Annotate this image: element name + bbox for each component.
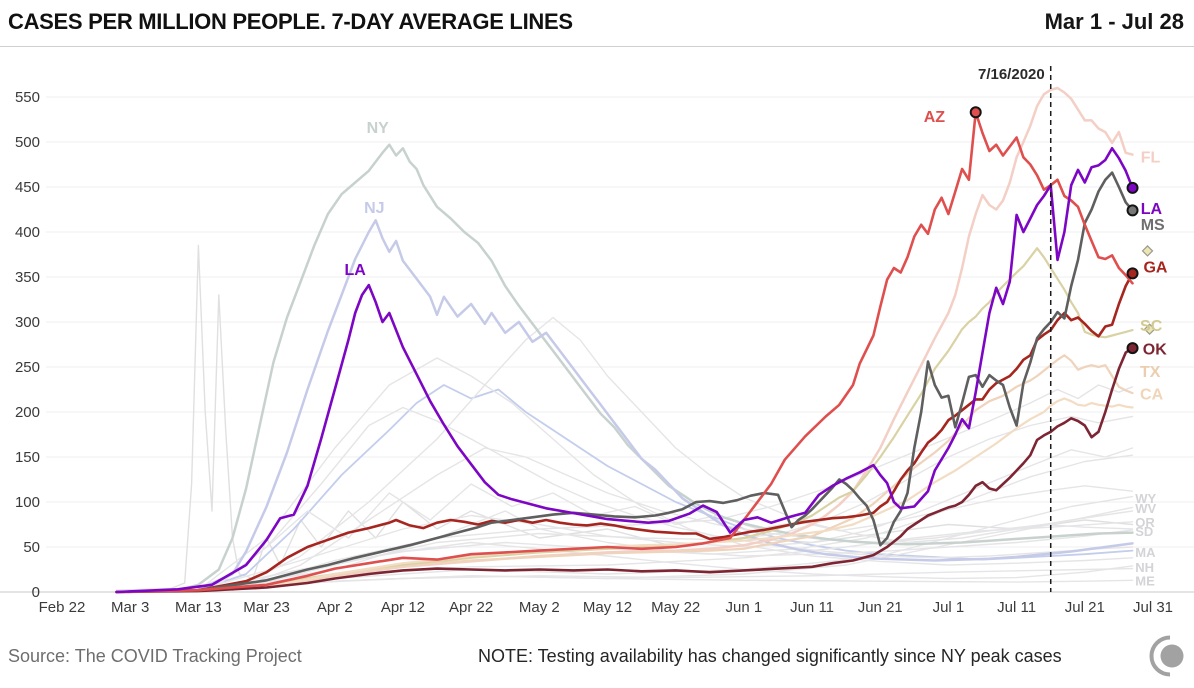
y-tick-label: 400 bbox=[15, 224, 40, 241]
y-tick-label: 550 bbox=[15, 89, 40, 106]
series-label-LA-2: LA bbox=[1141, 201, 1163, 218]
series-label-NJ: NJ bbox=[364, 200, 384, 217]
x-tick-label: Apr 2 bbox=[317, 599, 353, 616]
series-label-MA: MA bbox=[1135, 545, 1156, 560]
x-tick-label: Mar 3 bbox=[111, 599, 149, 616]
y-tick-label: 350 bbox=[15, 269, 40, 286]
background-series-line-bg-ne-4 bbox=[211, 406, 1134, 591]
x-tick-label: May 2 bbox=[519, 599, 560, 616]
line-chart-canvas: 0 50 100 150 200 250 300 350 400 450 500 550 Feb 22 M… bbox=[0, 66, 1194, 616]
series-line-CA bbox=[197, 397, 1134, 593]
y-tick-label: 50 bbox=[23, 539, 40, 556]
date-range: Mar 1 - Jul 28 bbox=[1044, 9, 1184, 34]
series-end-dot-LA bbox=[1126, 181, 1139, 194]
x-tick-label: Apr 22 bbox=[449, 599, 493, 616]
x-tick-label: Jul 11 bbox=[997, 599, 1036, 616]
header: CASES PER MILLION PEOPLE. 7-DAY AVERAGE … bbox=[0, 0, 1194, 47]
background-series-line-bg-rise-4 bbox=[231, 384, 1134, 591]
background-series-line-WY bbox=[197, 495, 1134, 592]
x-tick-label: Jun 1 bbox=[726, 599, 763, 616]
series-line-NJ bbox=[197, 219, 1134, 591]
series-label-NH: NH bbox=[1135, 560, 1154, 575]
x-tick-label: May 12 bbox=[583, 599, 632, 616]
background-series-line-bg-ne-3 bbox=[231, 447, 1134, 591]
logo-crescent-arc bbox=[1149, 635, 1171, 677]
series-end-dot-MS bbox=[1126, 204, 1139, 217]
series-label-WV: WV bbox=[1135, 501, 1156, 516]
background-series-line-bg-jagged bbox=[211, 483, 1134, 590]
series-line-GA bbox=[197, 272, 1134, 592]
series-line-FL bbox=[115, 86, 1134, 594]
series-label-AZ: AZ bbox=[924, 109, 946, 126]
series-label-CA: CA bbox=[1140, 386, 1164, 403]
diamond-marker-1 bbox=[1141, 245, 1154, 257]
x-tick-label: May 22 bbox=[651, 599, 700, 616]
series-line-LA bbox=[115, 147, 1134, 594]
y-tick-label: 150 bbox=[15, 449, 40, 466]
x-tick-label: Jul 31 bbox=[1133, 599, 1173, 616]
diamond-marker-2 bbox=[1143, 323, 1156, 336]
series-line-AZ bbox=[115, 110, 1134, 594]
source-credit: Source: The COVID Tracking Project bbox=[8, 646, 302, 666]
x-tick-label: Jul 21 bbox=[1065, 599, 1105, 616]
series-label-LA: LA bbox=[345, 262, 367, 279]
series-label-GA: GA bbox=[1143, 260, 1167, 277]
note-text: NOTE: Testing availability has changed s… bbox=[478, 646, 1062, 666]
x-tick-label: Jun 21 bbox=[858, 599, 903, 616]
background-series-line-bg-ne-1 bbox=[197, 357, 1134, 591]
series-label-SC: SC bbox=[1140, 318, 1163, 335]
series-label-OR: OR bbox=[1135, 515, 1155, 530]
series-label-OK: OK bbox=[1143, 341, 1167, 358]
y-tick-label: 250 bbox=[15, 359, 40, 376]
series-line-MS bbox=[115, 171, 1134, 594]
chart-title: CASES PER MILLION PEOPLE. 7-DAY AVERAGE … bbox=[8, 9, 573, 34]
footer: Source: The COVID Tracking Project NOTE:… bbox=[0, 632, 1194, 688]
series-label-TX: TX bbox=[1140, 364, 1161, 381]
y-tick-label: 0 bbox=[32, 584, 40, 601]
series-label-MS: MS bbox=[1141, 217, 1165, 234]
series-label-ME: ME bbox=[1135, 574, 1155, 589]
y-tick-label: 200 bbox=[15, 404, 40, 421]
x-tick-label: Mar 13 bbox=[175, 599, 222, 616]
series-line-NY bbox=[115, 143, 1134, 594]
y-tick-label: 300 bbox=[15, 314, 40, 331]
series-label-WY: WY bbox=[1135, 491, 1156, 506]
covid-tracking-project-logo-icon bbox=[1149, 635, 1184, 677]
series-line-OK bbox=[115, 346, 1134, 594]
y-tick-label: 100 bbox=[15, 494, 40, 511]
x-tick-label: Jun 11 bbox=[790, 599, 834, 616]
series-end-dot-OK bbox=[1126, 342, 1139, 355]
series-label-SD: SD bbox=[1135, 524, 1153, 539]
series-end-dot-GA bbox=[1126, 267, 1139, 280]
y-tick-label: 450 bbox=[15, 179, 40, 196]
annotation-date-label: 7/16/2020 bbox=[978, 66, 1045, 83]
x-tick-label: Apr 12 bbox=[381, 599, 425, 616]
x-tick-label: Jul 1 bbox=[933, 599, 965, 616]
chart-area: 0 50 100 150 200 250 300 350 400 450 500 550 Feb 22 M… bbox=[0, 60, 1194, 620]
series-line-TX bbox=[197, 354, 1134, 593]
y-tick-label: 500 bbox=[15, 134, 40, 151]
series-label-NY: NY bbox=[367, 120, 390, 137]
x-tick-label: Feb 22 bbox=[39, 599, 86, 616]
logo-disc bbox=[1160, 644, 1184, 668]
series-label-FL: FL bbox=[1141, 150, 1161, 167]
x-tick-label: Mar 23 bbox=[243, 599, 290, 616]
background-series-line-bg-ne-2 bbox=[231, 316, 1134, 590]
series-peak-dot-AZ bbox=[969, 106, 982, 119]
